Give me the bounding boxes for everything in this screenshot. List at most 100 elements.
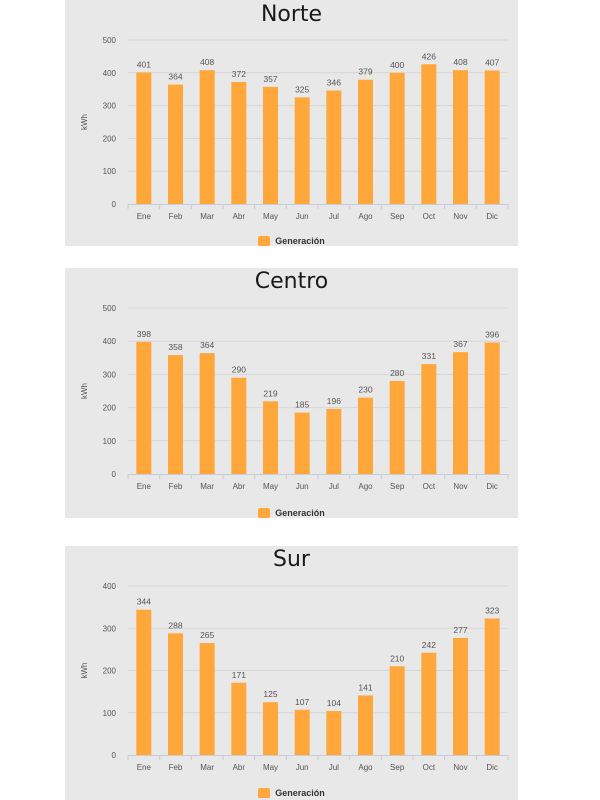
legend[interactable]: Generación [65,236,518,246]
bar[interactable] [389,666,405,755]
x-tick-label: Abr [233,763,246,772]
bar[interactable] [231,81,247,204]
data-label: 357 [263,74,277,84]
x-tick-label: Abr [233,482,246,491]
y-tick-label: 0 [112,200,117,209]
bar[interactable] [263,702,278,755]
bar[interactable] [231,377,247,474]
x-tick-label: Oct [423,482,436,491]
data-label: 230 [358,385,372,395]
y-axis-label: kWh [80,114,89,130]
x-tick-label: Nov [453,763,467,772]
bar[interactable] [326,711,342,755]
x-tick-label: Sep [390,212,405,221]
x-tick-label: Ago [358,212,373,221]
bar[interactable] [263,401,278,474]
data-label: 346 [327,78,341,88]
bar[interactable] [453,352,468,474]
data-label: 210 [390,653,404,663]
data-label: 290 [232,365,246,375]
bar[interactable] [136,72,152,204]
bar[interactable] [326,90,342,204]
data-label: 396 [485,330,499,340]
x-tick-label: May [263,212,278,221]
data-label: 401 [137,59,151,69]
data-label: 107 [295,697,309,707]
bar[interactable] [168,355,183,474]
data-label: 358 [168,342,182,352]
y-tick-label: 300 [103,624,117,633]
x-tick-label: Nov [453,482,467,491]
bar[interactable] [294,412,310,474]
x-tick-label: Feb [169,763,183,772]
bar[interactable] [199,643,215,755]
y-tick-label: 100 [103,167,117,176]
data-label: 185 [295,400,309,410]
data-label: 265 [200,630,214,640]
bar[interactable] [294,97,310,204]
x-tick-label: Mar [200,212,214,221]
bar[interactable] [453,637,468,755]
bar[interactable] [136,341,152,474]
bar[interactable] [231,682,247,755]
x-tick-label: Feb [169,212,183,221]
bar[interactable] [389,381,405,474]
y-tick-label: 300 [103,370,117,379]
data-label: 367 [453,339,467,349]
x-tick-label: Jun [296,482,309,491]
bar-chart-sur: 0 100 200 300 400 kWh 344 Ene 288 Feb 265 Mar 171 Abr… [80,582,509,772]
x-tick-label: Dic [486,212,498,221]
bar[interactable] [199,353,215,474]
bar[interactable] [484,618,500,755]
y-tick-label: 300 [103,102,117,111]
data-label: 323 [485,606,499,616]
bar-chart-norte: 0 100 200 300 400 500 kWh 401 Ene 364 Feb 408 Mar 372… [80,36,509,221]
bar[interactable] [484,70,500,204]
chart-panel-sur: Sur 0 100 200 300 400 kWh 344 Ene 288 Feb 265 Mar 17… [65,546,518,800]
data-label: 325 [295,84,309,94]
chart-title: Norte [260,2,323,27]
y-tick-label: 200 [103,667,117,676]
data-label: 408 [200,57,214,67]
y-tick-label: 400 [103,337,117,346]
legend-label: Generación [275,236,325,246]
bar[interactable] [168,84,183,204]
bar[interactable] [389,72,405,204]
data-label: 277 [453,625,467,635]
y-tick-label: 0 [112,470,117,479]
bar[interactable] [421,652,437,755]
bar[interactable] [294,709,310,755]
bar[interactable] [421,364,437,474]
y-tick-label: 200 [103,134,117,143]
bar[interactable] [421,64,437,204]
y-tick-label: 100 [103,437,117,446]
legend-swatch [258,508,271,518]
bar[interactable] [484,342,500,474]
data-label: 104 [327,698,341,708]
data-label: 398 [137,329,151,339]
x-tick-label: Feb [169,482,183,491]
data-label: 379 [358,67,372,77]
bar[interactable] [263,86,278,204]
bar[interactable] [136,609,152,755]
bar[interactable] [453,70,468,205]
bar[interactable] [326,408,342,474]
x-tick-label: Jul [329,212,339,221]
bar[interactable] [358,397,373,474]
data-label: 280 [390,368,404,378]
bar[interactable] [168,633,183,755]
data-label: 372 [232,69,246,79]
bar[interactable] [199,70,215,205]
y-tick-label: 500 [103,36,117,45]
legend[interactable]: Generación [65,508,518,518]
x-tick-label: Mar [200,482,214,491]
legend[interactable]: Generación [65,788,518,798]
bar[interactable] [358,695,373,755]
y-axis-label: kWh [80,383,89,399]
bar[interactable] [358,79,373,204]
data-label: 141 [358,682,372,692]
data-label: 364 [168,72,182,82]
y-tick-label: 400 [103,69,117,78]
x-tick-label: Jul [329,763,339,772]
x-tick-label: May [263,482,278,491]
